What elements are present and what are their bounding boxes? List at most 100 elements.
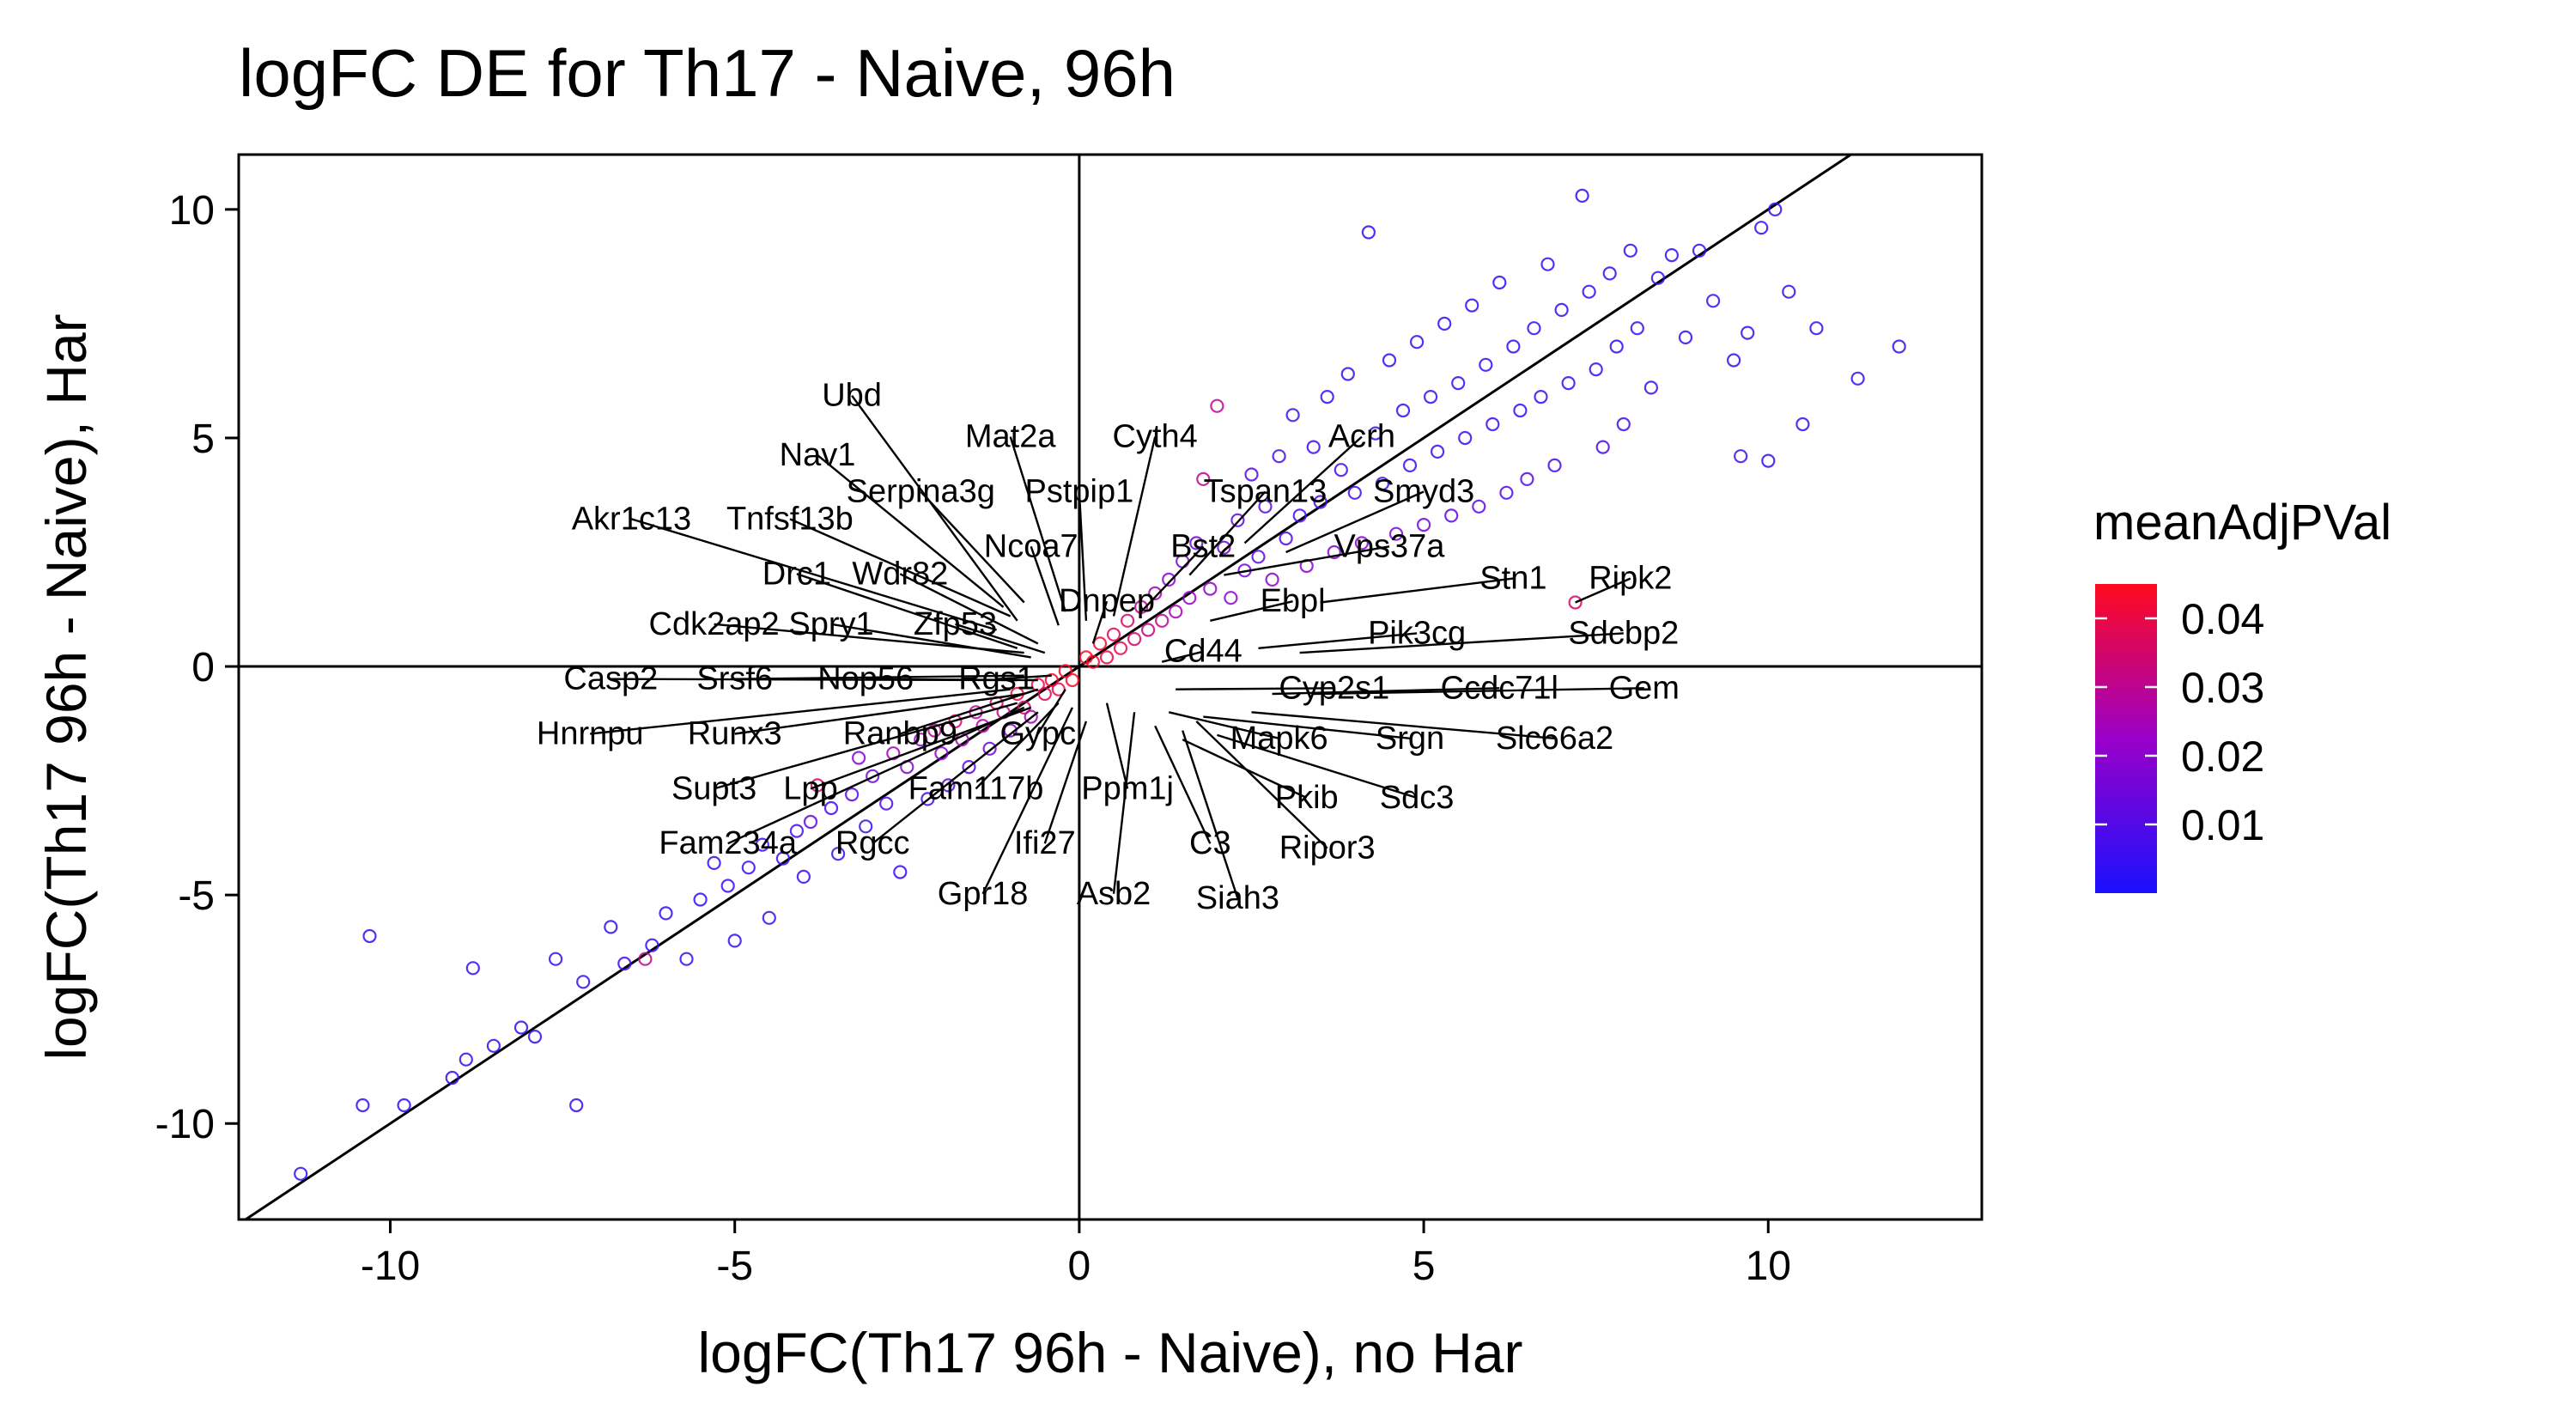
data-point [1203, 581, 1218, 596]
gene-label: Fam234a [659, 825, 797, 861]
data-point [1423, 390, 1438, 404]
gene-label: Spry1 [788, 606, 873, 642]
gene-label: Sdcbp2 [1568, 615, 1679, 651]
data-point [1582, 284, 1596, 299]
x-tick-label: -10 [361, 1244, 420, 1289]
data-point [1754, 221, 1769, 235]
gene-label: Fam117b [908, 770, 1044, 806]
data-point [1085, 654, 1101, 669]
legend-tick-label: 0.01 [2181, 801, 2264, 849]
gene-label-group: Rgcc [835, 711, 1039, 861]
legend-ticks: 0.04 0.03 0.02 0.01 [2095, 595, 2264, 849]
data-point [934, 746, 949, 761]
data-point [1650, 271, 1666, 285]
data-point [294, 1166, 308, 1181]
gene-label-group: Sdcbp2 [1299, 615, 1679, 654]
gene-label: Slc66a2 [1496, 721, 1613, 757]
data-point [727, 934, 742, 948]
data-point [1692, 243, 1707, 258]
gene-label-group: Smyd3 [1285, 474, 1474, 554]
gene-label: Cd44 [1164, 634, 1242, 670]
gene-leader-line [1313, 687, 1644, 696]
gene-label-group: Drc1 [762, 556, 1018, 649]
gene-label: Ripk2 [1589, 561, 1672, 597]
gene-leader-line [590, 688, 1011, 735]
data-point [920, 792, 935, 806]
data-point [755, 837, 769, 852]
gene-label-group: Supt3 [671, 702, 1018, 806]
data-point [1734, 449, 1748, 464]
data-point [1327, 544, 1341, 560]
data-point [1099, 650, 1115, 665]
gene-label: Lpp [783, 770, 837, 806]
gene-leader-line [851, 394, 1018, 622]
gene-label: Cyp2s1 [1279, 670, 1389, 706]
gene-label: Pkib [1275, 780, 1339, 816]
gene-leader-line [1272, 687, 1500, 696]
gene-label-group: Tspan13 [1188, 474, 1327, 576]
data-point [459, 1052, 473, 1067]
gene-label-group: Ppm1j [1081, 702, 1174, 806]
gene-label: Sdc3 [1380, 780, 1455, 816]
data-point [1430, 444, 1445, 459]
data-point [1850, 371, 1865, 386]
data-point [941, 778, 956, 793]
data-point [548, 952, 563, 966]
gene-leader-line [817, 453, 1005, 608]
gene-label: Ifi27 [1014, 825, 1076, 861]
data-point [914, 733, 928, 747]
data-point [1058, 664, 1072, 678]
gene-leader-line [1112, 712, 1136, 894]
gene-leader-line [1091, 600, 1109, 644]
legend-tick-label: 0.03 [2181, 664, 2264, 712]
data-point [1479, 357, 1493, 372]
legend-title: meanAdjPVal [2093, 495, 2391, 550]
data-point [362, 928, 377, 944]
data-point [604, 920, 618, 934]
legend-tick-label: 0.04 [2181, 595, 2264, 643]
data-point [1554, 302, 1569, 317]
gene-leader-line [1182, 730, 1239, 899]
gene-label: Pstpip1 [1025, 474, 1134, 510]
gene-leader-line [1043, 721, 1088, 844]
gene-label: Bst2 [1170, 528, 1236, 564]
y-tick-label: 10 [169, 188, 215, 234]
data-point [789, 824, 805, 838]
gene-label-group: Spry1 [788, 606, 1031, 659]
gene-leader-line [1575, 577, 1631, 604]
gene-label-group: Acrh [1243, 419, 1395, 544]
data-point [465, 961, 480, 976]
gene-leader-line [899, 688, 1039, 735]
data-point [1340, 367, 1355, 381]
gene-label: Vps37a [1334, 528, 1446, 564]
gene-label-group: Casp2 [563, 661, 1018, 697]
gene-label: Ubd [822, 378, 882, 414]
x-tick-label: 10 [1746, 1244, 1791, 1289]
gene-leader-line [1195, 721, 1328, 849]
gene-leader-line [1210, 600, 1293, 622]
gene-label-group: Zfp53 [914, 606, 1046, 654]
data-point [1375, 477, 1390, 491]
data-point [762, 910, 776, 925]
data-point [927, 723, 942, 738]
data-point [1465, 298, 1479, 313]
x-tick-label: 0 [1068, 1244, 1091, 1289]
data-point [1513, 403, 1528, 418]
gene-label-group: Fam117b [908, 702, 1060, 806]
gene-label: Zfp53 [914, 606, 997, 642]
gene-leader-line [1176, 687, 1334, 690]
data-point [1092, 636, 1108, 651]
gene-label-group: Tnfsf13b [726, 501, 1012, 617]
data-point [1616, 417, 1631, 432]
gene-label: Wdr82 [852, 556, 948, 592]
gene-label-group: Slc66a2 [1251, 711, 1613, 757]
data-point [1258, 499, 1273, 514]
data-point [1568, 595, 1583, 610]
data-point [1272, 449, 1286, 464]
gene-label-group: Bst2 [1140, 528, 1236, 613]
data-point [1388, 526, 1404, 541]
gene-leader-line [1217, 733, 1418, 800]
gene-label: Asb2 [1077, 876, 1151, 912]
